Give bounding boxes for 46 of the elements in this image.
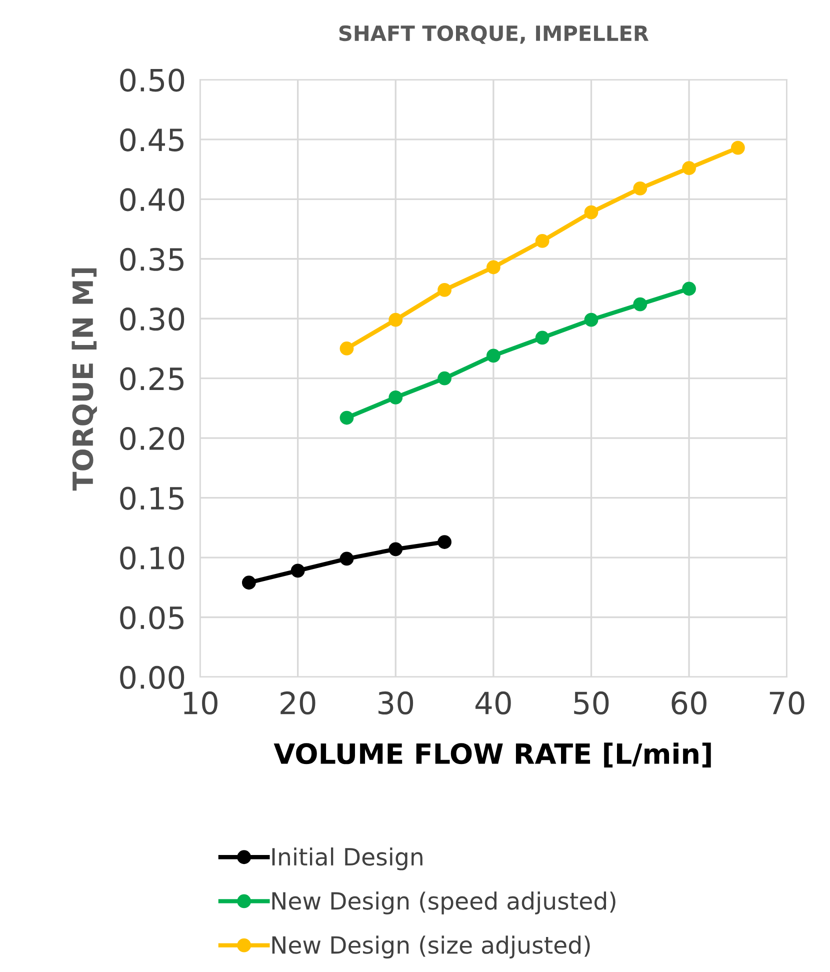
point	[242, 576, 256, 590]
y-tick-label: 0.20	[120, 427, 184, 450]
point	[584, 312, 598, 327]
point	[535, 330, 550, 345]
point	[388, 312, 403, 327]
legend-label: New Design (size adjusted)	[272, 936, 590, 959]
y-tick-label: 0.35	[120, 248, 184, 271]
point	[633, 297, 648, 312]
point	[682, 161, 696, 176]
x-tick-label: 20	[280, 691, 316, 715]
y-tick-label: 0.05	[120, 606, 184, 630]
x-tick-label: 50	[574, 691, 609, 715]
x-axis-title: VOLUME FLOW RATE [L/min]	[274, 742, 711, 768]
point	[438, 535, 452, 549]
x-tick-label: 60	[672, 691, 706, 715]
point	[388, 542, 403, 556]
legend-label: Initial Design	[272, 847, 422, 870]
y-tick-label: 0.25	[120, 367, 184, 390]
x-tick-label: 10	[184, 691, 218, 715]
point	[486, 260, 500, 274]
point	[290, 564, 305, 578]
y-tick-label: 0.15	[120, 486, 184, 510]
point	[340, 552, 354, 566]
point	[486, 348, 500, 363]
x-tick-label: 70	[770, 691, 804, 715]
point	[730, 140, 745, 155]
y-axis-title: TORQUE [N M]	[72, 268, 97, 491]
point	[682, 282, 696, 296]
y-tick-label: 0.00	[120, 666, 184, 690]
chart-title: SHAFT TORQUE, IMPELLER	[339, 25, 649, 44]
x-tick-label: 40	[475, 691, 511, 715]
point	[535, 234, 550, 248]
point	[438, 283, 452, 297]
y-tick-label: 0.50	[120, 68, 184, 92]
point	[438, 371, 452, 386]
point	[388, 390, 403, 404]
x-tick-label: 30	[378, 691, 414, 715]
point	[340, 342, 354, 356]
y-tick-label: 0.10	[120, 546, 184, 570]
point	[633, 181, 648, 196]
y-tick-label: 0.40	[120, 188, 184, 212]
y-tick-label: 0.45	[120, 128, 184, 152]
y-tick-label: 0.30	[120, 308, 184, 331]
point	[340, 410, 354, 425]
legend-label: New Design (speed adjusted)	[272, 892, 616, 914]
point	[584, 205, 598, 220]
